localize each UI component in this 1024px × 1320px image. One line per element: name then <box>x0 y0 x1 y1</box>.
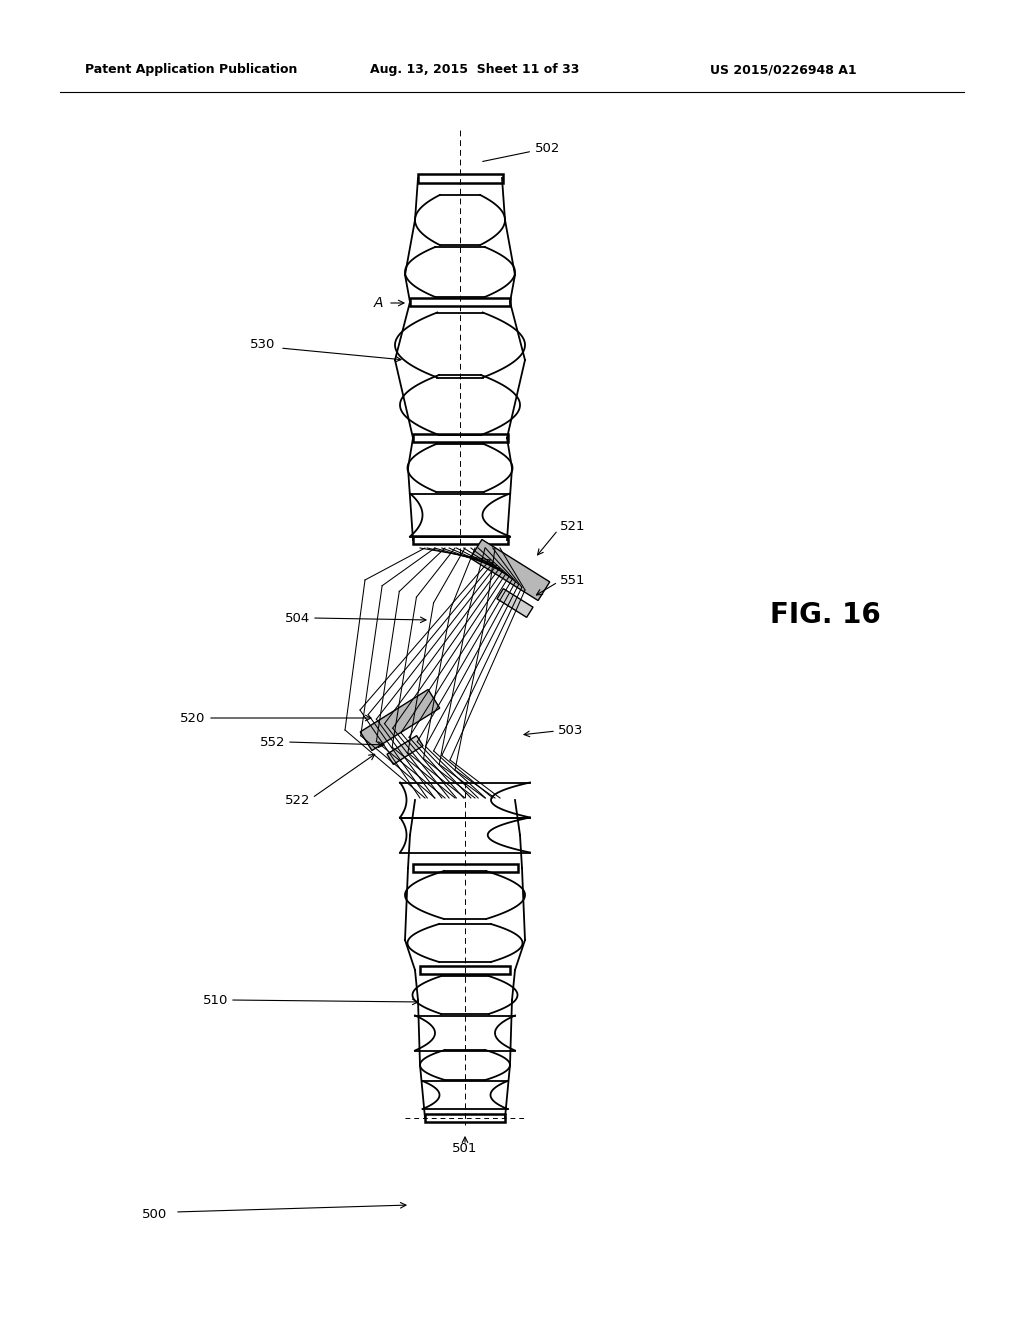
Text: 500: 500 <box>142 1209 168 1221</box>
Polygon shape <box>387 735 423 764</box>
Text: FIG. 16: FIG. 16 <box>770 601 881 630</box>
Text: 504: 504 <box>285 611 310 624</box>
Text: 503: 503 <box>558 723 584 737</box>
Bar <box>425 1114 505 1122</box>
Text: 501: 501 <box>453 1142 477 1155</box>
Text: 520: 520 <box>179 711 205 725</box>
Polygon shape <box>497 589 534 618</box>
Polygon shape <box>360 689 439 751</box>
Text: Patent Application Publication: Patent Application Publication <box>85 63 297 77</box>
Text: Aug. 13, 2015  Sheet 11 of 33: Aug. 13, 2015 Sheet 11 of 33 <box>370 63 580 77</box>
Text: 522: 522 <box>285 793 310 807</box>
Text: 552: 552 <box>259 735 285 748</box>
Bar <box>410 298 510 306</box>
Bar <box>413 434 508 442</box>
Bar <box>413 865 517 873</box>
Bar <box>413 536 508 544</box>
Text: A: A <box>374 296 383 310</box>
Polygon shape <box>470 540 550 601</box>
Bar <box>420 966 510 974</box>
Text: 530: 530 <box>250 338 275 351</box>
Text: US 2015/0226948 A1: US 2015/0226948 A1 <box>710 63 857 77</box>
Text: 502: 502 <box>482 141 560 161</box>
Text: 510: 510 <box>203 994 228 1006</box>
Text: 521: 521 <box>560 520 586 532</box>
Bar <box>418 173 503 182</box>
Text: 551: 551 <box>560 573 586 586</box>
